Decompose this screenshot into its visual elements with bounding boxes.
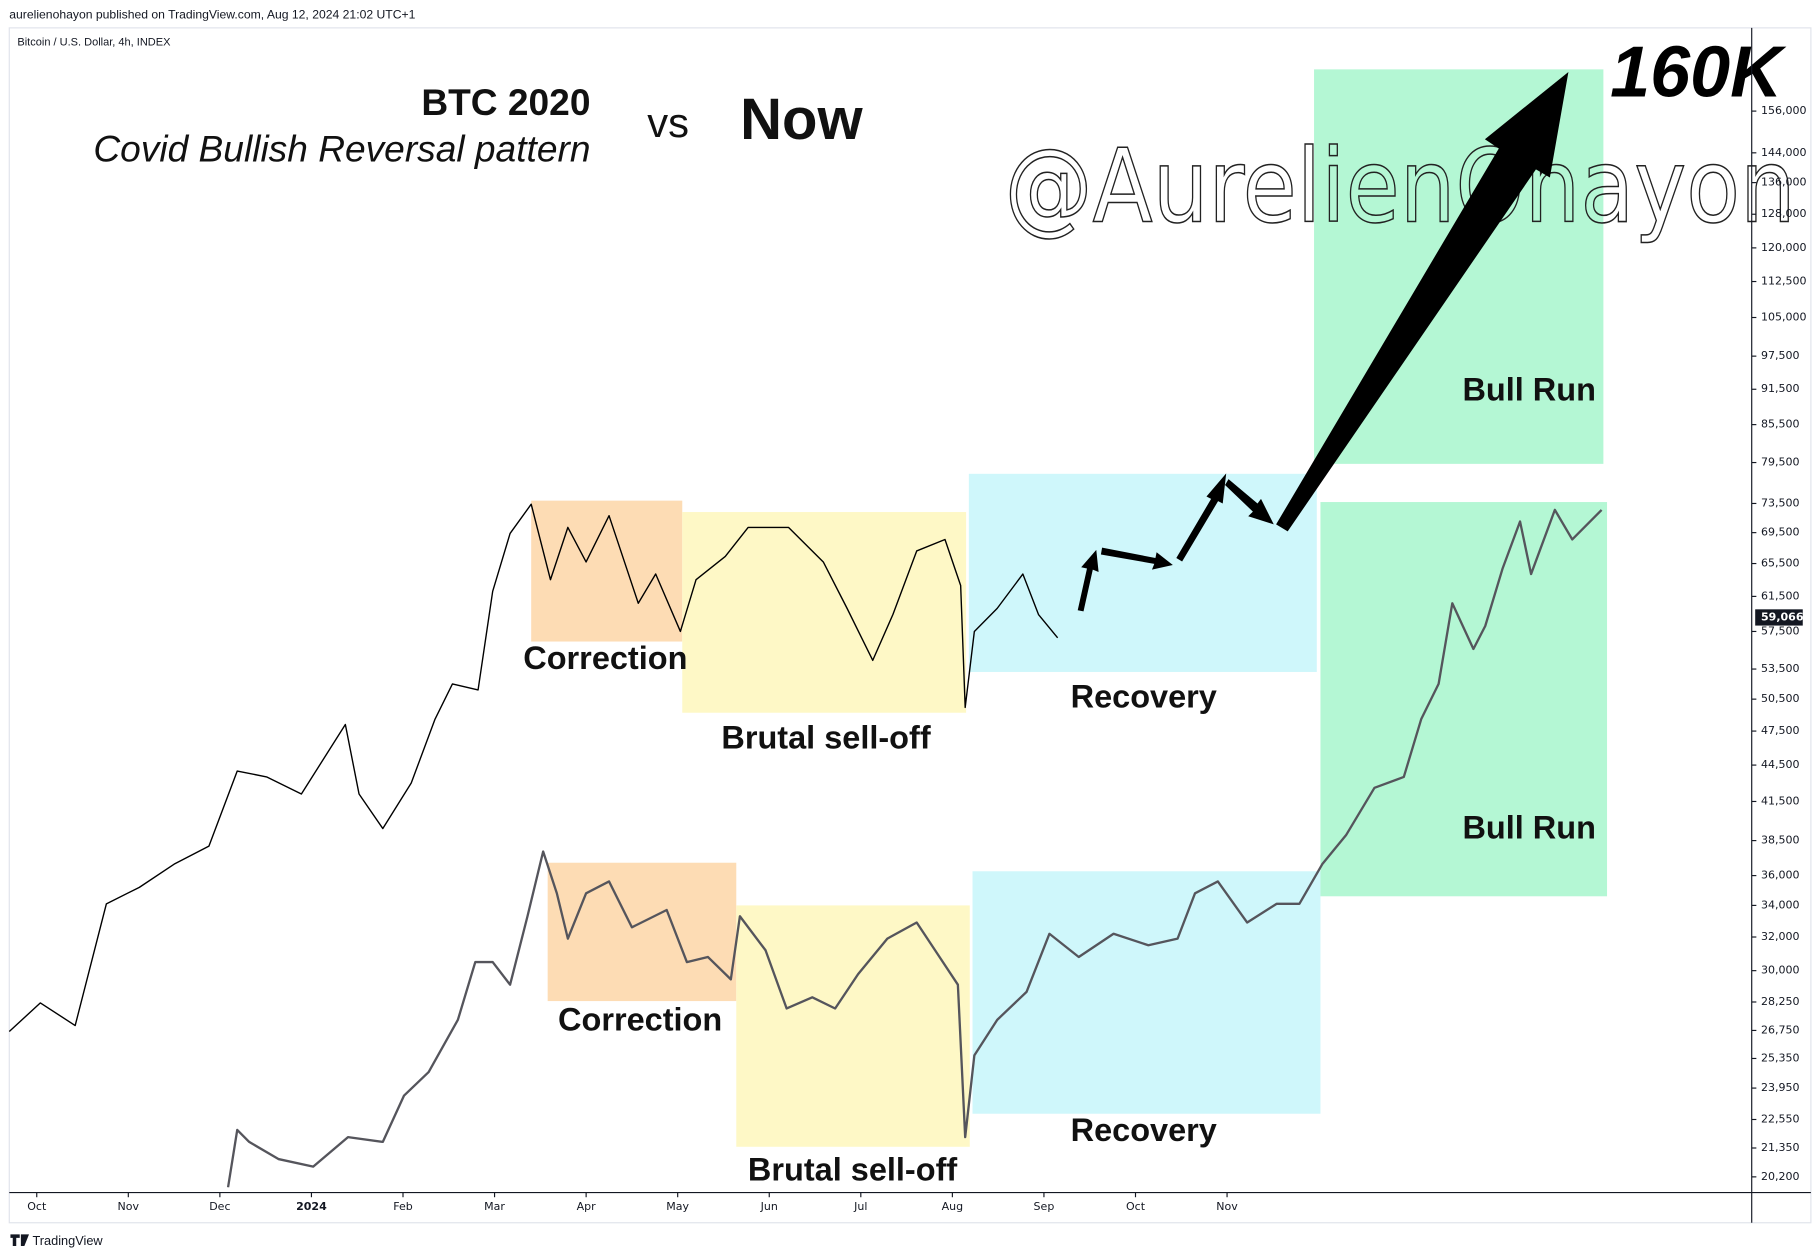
- y-tick-label: 34,000: [1761, 898, 1800, 911]
- x-tick-label: Feb: [393, 1200, 413, 1213]
- y-tick-label: 47,500: [1761, 724, 1800, 737]
- y-tick-label: 32,000: [1761, 930, 1800, 943]
- y-tick-label: 144,000: [1761, 146, 1807, 159]
- x-tick-label: Sep: [1034, 1200, 1055, 1213]
- y-tick-label: 136,000: [1761, 176, 1807, 189]
- y-tick-label: 69,500: [1761, 526, 1800, 539]
- y-tick-label: 128,000: [1761, 207, 1807, 220]
- arrow: [1176, 473, 1227, 562]
- zone-label: Recovery: [1071, 679, 1217, 715]
- zone-labels: Correction Brutal sell-off Recovery Bull Ru…: [523, 372, 1596, 1188]
- series-group: [8, 503, 1603, 1188]
- y-tick-label: 91,500: [1761, 382, 1800, 395]
- y-tick-label: 112,500: [1761, 275, 1807, 288]
- publish-info: aurelienohayon published on TradingView.…: [9, 8, 415, 22]
- x-tick-label: Dec: [209, 1200, 230, 1213]
- zone: [1320, 502, 1608, 897]
- brand: TradingView: [32, 1233, 103, 1248]
- zone: [736, 905, 970, 1147]
- y-tick-label: 73,500: [1761, 496, 1800, 509]
- price-line: [8, 503, 1059, 1032]
- arrows: [1077, 71, 1569, 612]
- zone-label: Correction: [558, 1001, 722, 1037]
- y-tick-label: 41,500: [1761, 794, 1800, 807]
- zone-label: Bull Run: [1462, 372, 1595, 408]
- arrow: [1225, 479, 1274, 525]
- y-tick-label: 65,500: [1761, 557, 1800, 570]
- last-price-tag: [1755, 609, 1803, 626]
- y-tick-label: 105,000: [1761, 311, 1807, 324]
- y-tick-label: 120,000: [1761, 241, 1807, 254]
- watermark: @AurelienOhayon: [1005, 128, 1796, 247]
- zone: [968, 473, 1317, 672]
- y-tick-label: 44,500: [1761, 758, 1800, 771]
- zone: [682, 512, 967, 713]
- y-tick-label: 79,500: [1761, 456, 1800, 469]
- y-tick-label: 23,950: [1761, 1081, 1800, 1094]
- now-label: Now: [740, 87, 863, 152]
- chart-title: BTC 2020: [421, 81, 590, 123]
- vs-label: vs: [647, 99, 689, 146]
- price-line: [226, 508, 1603, 1188]
- zone-label: Correction: [523, 640, 687, 676]
- x-tick-label: Oct: [1126, 1200, 1146, 1213]
- y-tick-label: 156,000: [1761, 104, 1807, 117]
- y-tick-label: 21,350: [1761, 1141, 1800, 1154]
- axes: 20,200 21,350 22,550 23,950 25,350 26,750 28,2…: [9, 27, 1811, 1223]
- y-tick-label: 97,500: [1761, 349, 1800, 362]
- symbol: Bitcoin / U.S. Dollar, 4h, INDEX: [17, 36, 171, 48]
- x-tick-label: Oct: [27, 1200, 47, 1213]
- y-tick-label: 61,500: [1761, 589, 1800, 602]
- zone: [547, 862, 737, 1002]
- y-tick-label: 25,350: [1761, 1051, 1800, 1064]
- y-tick-label: 85,500: [1761, 418, 1800, 431]
- x-tick-label: Apr: [577, 1200, 597, 1213]
- y-tick-label: 20,200: [1761, 1170, 1800, 1183]
- y-tick-label: 26,750: [1761, 1023, 1800, 1036]
- x-tick-label: Nov: [1216, 1200, 1238, 1213]
- y-tick-label: 30,000: [1761, 964, 1800, 977]
- y-tick-label: 57,500: [1761, 624, 1800, 637]
- y-tick-label: 28,250: [1761, 995, 1800, 1008]
- zone-label: Brutal sell-off: [748, 1151, 957, 1187]
- target-label: 160K: [1610, 32, 1787, 112]
- zone-label: Brutal sell-off: [721, 720, 930, 756]
- frame: [8, 27, 1812, 1224]
- x-tick-label: Mar: [484, 1200, 505, 1213]
- y-tick-label: 38,500: [1761, 834, 1800, 847]
- zone: [531, 500, 683, 642]
- arrow: [1276, 71, 1569, 532]
- y-tick-label: 50,500: [1761, 692, 1800, 705]
- x-tick-label: 2024: [296, 1200, 327, 1213]
- x-tick-label: May: [666, 1200, 689, 1213]
- chart-subtitle: Covid Bullish Reversal pattern: [93, 127, 590, 169]
- arrow: [1100, 547, 1173, 570]
- y-tick-label: 53,500: [1761, 662, 1800, 675]
- x-tick-label: Aug: [942, 1200, 964, 1213]
- zone-label: Recovery: [1071, 1112, 1217, 1148]
- arrow: [1077, 549, 1099, 612]
- y-tick-label: 22,550: [1761, 1112, 1800, 1125]
- zone-label: Bull Run: [1462, 809, 1595, 845]
- brand-logo: [10, 1234, 30, 1246]
- x-tick-label: Nov: [118, 1200, 140, 1213]
- last-price-label: 59,066: [1761, 610, 1804, 623]
- x-tick-label: Jun: [760, 1200, 778, 1213]
- x-tick-label: Jul: [853, 1200, 867, 1213]
- y-tick-label: 36,000: [1761, 869, 1800, 882]
